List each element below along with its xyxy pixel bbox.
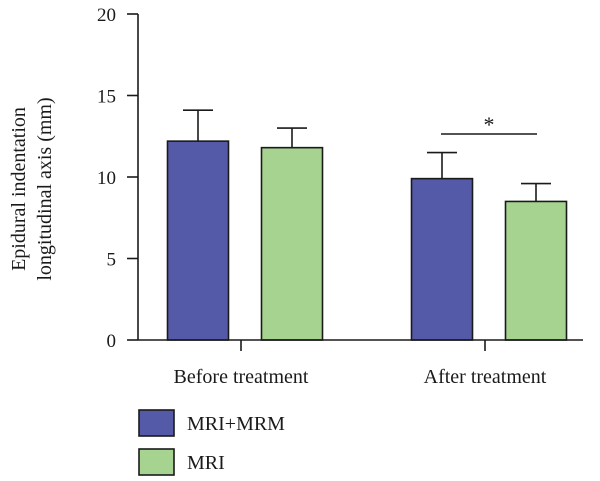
y-tick-label-1: 5 — [107, 250, 117, 271]
x-category-label-0: Before treatment — [174, 366, 309, 388]
bar-0-0 — [166, 140, 230, 341]
legend-swatch-1 — [138, 448, 175, 476]
significance-group: * — [441, 112, 537, 137]
axes-group: 0 5 10 15 20 Before treatment After treatment — [97, 5, 583, 388]
y-axis-title: Epidural indentation longitudinal axis (… — [8, 97, 56, 280]
legend-label-0: MRI+MRM — [187, 413, 285, 435]
y-axis-title-line-2: longitudinal axis (mm) — [34, 97, 56, 280]
y-tick-label-4: 20 — [97, 5, 116, 26]
legend-swatch-0 — [138, 409, 175, 437]
bar-1-0 — [260, 146, 324, 341]
bar-1-1 — [504, 200, 568, 341]
bars-group — [166, 140, 568, 341]
x-category-label-1: After treatment — [424, 366, 547, 388]
significance-label: * — [484, 112, 495, 137]
error-bars-group — [183, 109, 551, 202]
y-tick-label-3: 15 — [97, 87, 116, 108]
y-axis-title-line-1: Epidural indentation — [8, 107, 30, 271]
bar-0-1 — [410, 177, 474, 341]
y-tick-label-2: 10 — [97, 168, 116, 189]
y-tick-label-0: 0 — [107, 331, 117, 352]
legend-label-1: MRI — [187, 452, 225, 474]
legend: MRI+MRM MRI — [138, 409, 285, 476]
